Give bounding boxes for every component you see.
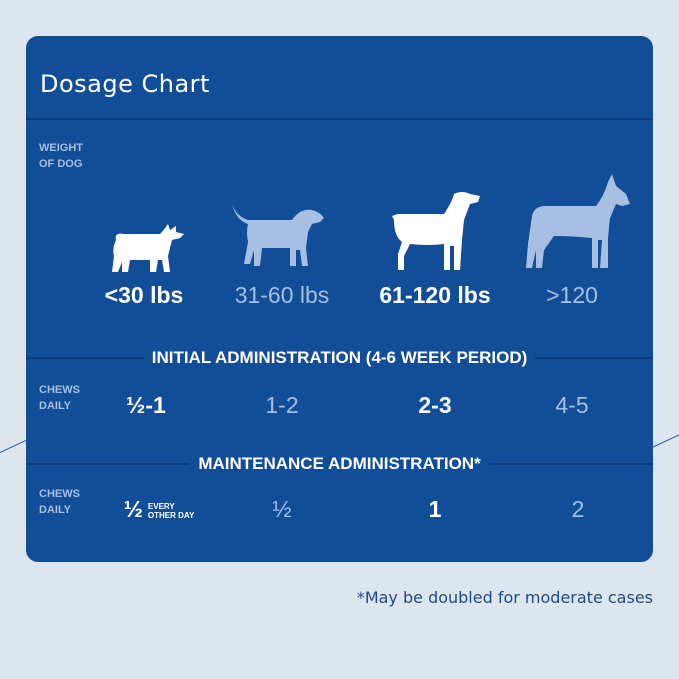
note-line: OTHER DAY [147,510,195,520]
note-line: EVERY [147,501,175,511]
maintenance-heading: MAINTENANCE ADMINISTRATION* [198,454,481,473]
maintenance-dose-note: EVERY OTHER DAY [148,502,194,520]
initial-heading: INITIAL ADMINISTRATION (4-6 WEEK PERIOD) [151,348,528,367]
weight-label-line: OF DOG [39,158,83,170]
footnote: *May be doubled for moderate cases [356,588,653,607]
initial-dose: ½-1 [126,392,166,418]
chews-label-line: CHEWS [39,488,80,500]
card-title: Dosage Chart [40,70,210,98]
weight-label: WEIGHT OF DOG [39,140,83,172]
chews-label-line: DAILY [39,400,71,412]
chews-label-line: DAILY [39,504,71,516]
corgi-icon [112,224,184,272]
maintenance-dose-value: ½ [123,496,143,522]
background-line [651,434,679,448]
weight-range: <30 lbs [104,282,184,308]
maintenance-dose: 1 [428,496,442,522]
background-line [0,439,28,453]
chews-label: CHEWS DAILY [39,486,80,518]
weight-range: >120 [546,282,598,308]
maintenance-dose: 2 [571,496,585,522]
weight-range: 61-120 lbs [379,282,491,308]
pointer-icon [392,192,480,270]
dosage-card: Dosage Chart WEIGHT OF DOG <30 lbs 31-60… [26,36,653,562]
labrador-icon [232,204,324,266]
maintenance-section-header: MAINTENANCE ADMINISTRATION* [26,454,653,474]
initial-dose: 1-2 [265,392,299,418]
great-dane-icon [526,174,630,268]
maintenance-dose: ½ [272,496,292,522]
chews-label: CHEWS DAILY [39,382,80,414]
divider [26,118,653,120]
weight-label-line: WEIGHT [39,142,83,154]
initial-section-header: INITIAL ADMINISTRATION (4-6 WEEK PERIOD) [26,348,653,368]
weight-range: 31-60 lbs [234,282,330,308]
chews-label-line: CHEWS [39,384,80,396]
maintenance-dose: ½ EVERY OTHER DAY [124,496,195,523]
initial-dose: 2-3 [418,392,452,418]
initial-dose: 4-5 [555,392,589,418]
